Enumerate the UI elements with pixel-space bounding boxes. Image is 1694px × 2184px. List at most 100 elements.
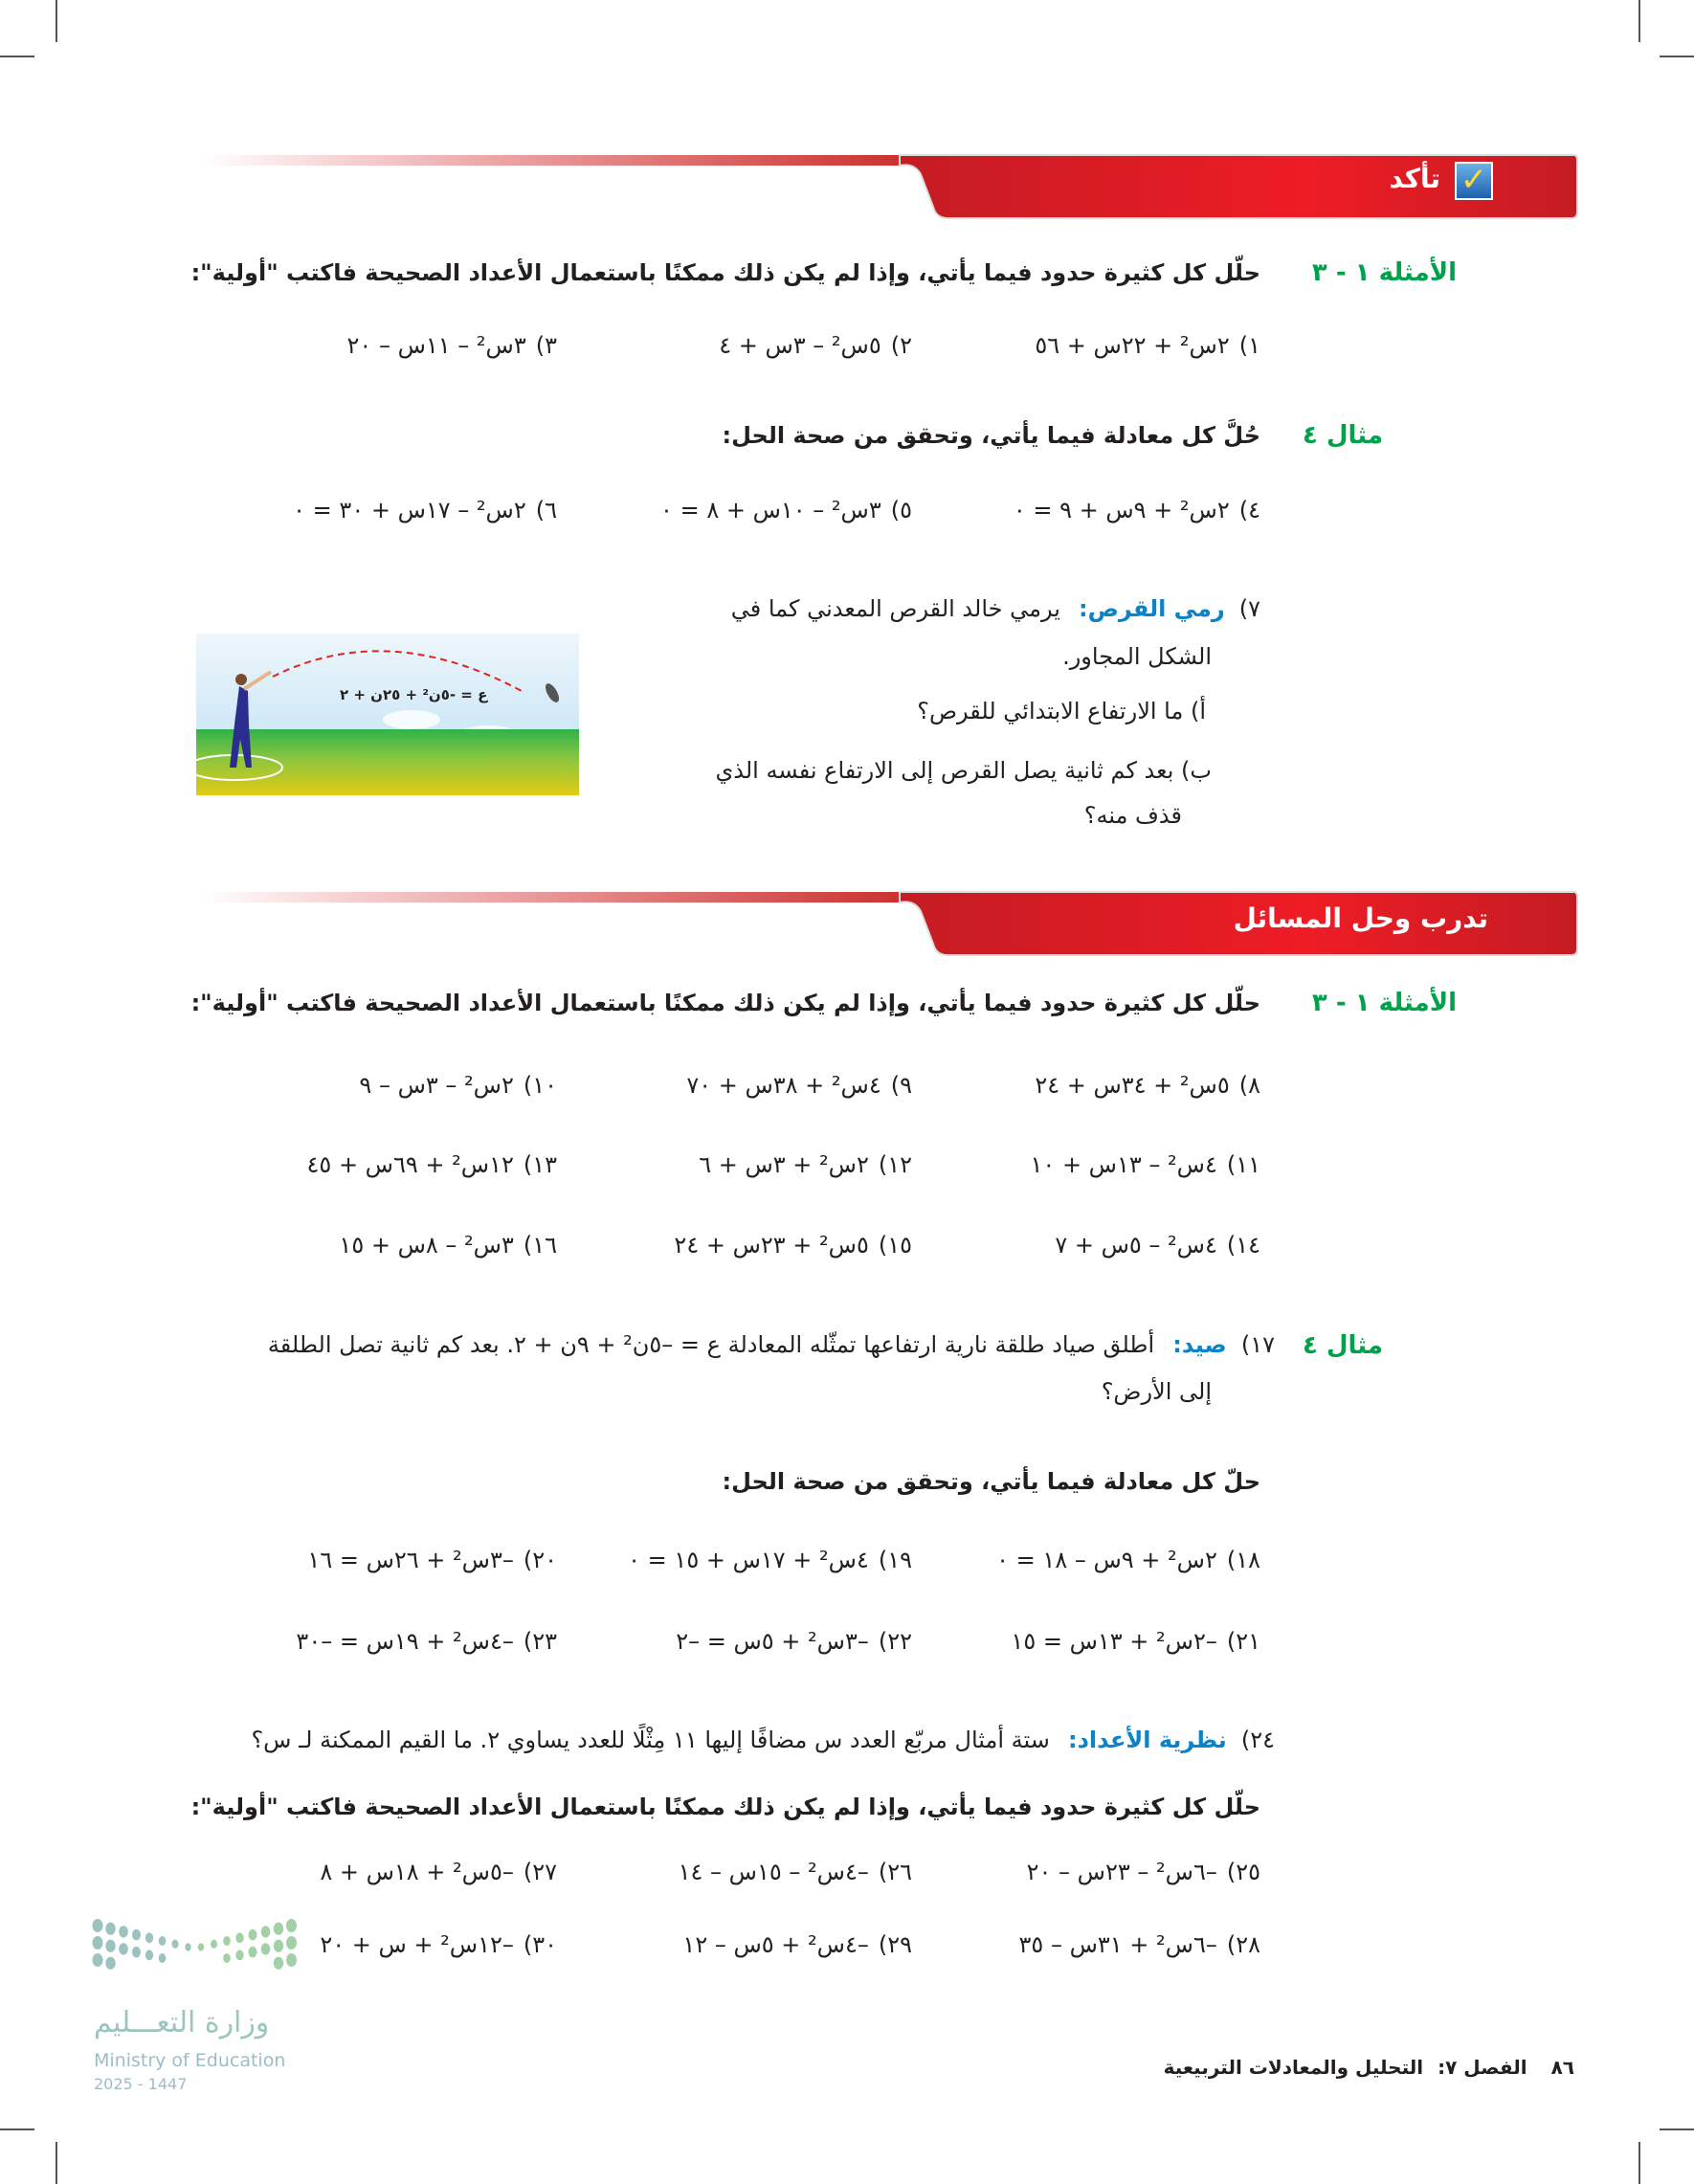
crop-mark: [56, 2142, 57, 2184]
section-header-band: [201, 154, 1578, 219]
logo-dot: [145, 1932, 154, 1944]
exercise-expression: ٢س² – ١٧س + ٣٠ = ٠: [293, 497, 526, 524]
problem-text: يرمي خالد القرص المعدني كما في: [730, 595, 1060, 622]
instruction: حلّ كل معادلة فيما يأتي، وتحقق من صحة ال…: [722, 1468, 1260, 1495]
exercise-row: ٤) ٢س² + ٩س + ٩ = ٠ ٥) ٣س² – ١٠س + ٨ = ٠ ٦) ٢…: [0, 497, 1694, 529]
logo-dot: [260, 1926, 271, 1938]
exercise-expression: ٣س² – ١٠س + ٨ = ٠: [660, 497, 881, 524]
logo-dot: [286, 1953, 297, 1967]
exercise-expression: ٣س² – ١١س – ٢٠: [346, 332, 526, 359]
figure-equation: ع = -٥ن² + ٢٥ن + ٢: [340, 686, 488, 703]
exercise-item: ٢١) –٢س² + ١٣س = ١٥: [1011, 1628, 1260, 1655]
crop-mark: [56, 0, 57, 42]
exercise-number: ٤): [1238, 497, 1260, 524]
problem-keyword: نظرية الأعداد:: [1068, 1727, 1227, 1753]
crop-mark: [1638, 2142, 1640, 2184]
ministry-logo-english: Ministry of Education: [94, 2050, 286, 2071]
exercise-number: ١٣): [523, 1151, 557, 1178]
ministry-logo-arabic: وزارة التعـــليم: [94, 2006, 270, 2039]
section-title-practice: تدرب وحل المسائل: [1233, 903, 1488, 934]
exercise-item: ١) ٢س² + ٢٢س + ٥٦: [1035, 332, 1260, 359]
exercise-row: ٢٨) –٦س² + ٣١س – ٣٥ ٢٩) –٤س² + ٥س – ١٢ ٣٠) –١…: [0, 1931, 1694, 1964]
problem-7: ٧) رمي القرص: يرمي خالد القرص المعدني كم…: [731, 595, 1260, 622]
exercise-expression: ٢س² – ٣س – ٩: [359, 1072, 514, 1099]
exercise-item: ٢٣) –٤س² + ١٩س = –٣٠: [296, 1628, 557, 1655]
problem-number: ٧): [1238, 595, 1260, 622]
problem-number: ٢٤): [1240, 1727, 1275, 1753]
exercise-item: ٣٠) –١٢س² + س + ٢٠: [320, 1931, 557, 1958]
exercise-item: ٢٨) –٦س² + ٣١س – ٣٥: [1019, 1931, 1260, 1958]
exercise-expression: ٣س² – ٨س + ١٥: [339, 1232, 514, 1259]
chapter-label: الفصل ٧:: [1438, 2056, 1527, 2079]
exercise-item: ١٠) ٢س² – ٣س – ٩: [359, 1072, 557, 1099]
logo-dot: [92, 1919, 103, 1932]
logo-dot: [92, 1936, 103, 1950]
exercise-number: ١٩): [878, 1547, 912, 1573]
exercise-expression: ٢س² + ٢٢س + ٥٦: [1035, 332, 1230, 359]
exercise-number: ٢٦): [878, 1859, 912, 1885]
check-icon: ✓: [1455, 162, 1493, 200]
section-header-band: [201, 891, 1578, 956]
logo-dot: [273, 1939, 284, 1952]
exercise-item: ١١) ٤س² – ١٣س + ١٠: [1031, 1151, 1260, 1178]
exercise-row: ١) ٢س² + ٢٢س + ٥٦ ٢) ٥س² – ٣س + ٤ ٣) ٣س² – ١١…: [0, 332, 1694, 365]
crop-mark: [1638, 0, 1640, 42]
logo-dot: [132, 1928, 141, 1941]
example-label: مثال ٤: [1303, 421, 1383, 450]
chapter-title: التحليل والمعادلات التربيعية: [1163, 2056, 1424, 2079]
discus-throw-figure: ع = -٥ن² + ٢٥ن + ٢: [196, 634, 579, 795]
logo-dot: [105, 1922, 116, 1935]
exercise-number: ٣): [535, 332, 557, 359]
logo-dot: [105, 1956, 116, 1970]
problem-text: ستة أمثال مربّع العدد س مضافًا إليها ١١ …: [251, 1727, 1050, 1753]
logo-dot: [185, 1943, 191, 1951]
crop-mark: [1660, 2128, 1694, 2130]
exercise-item: ٨) ٥س² + ٣٤س + ٢٤: [1035, 1072, 1260, 1099]
exercise-number: ١٨): [1226, 1547, 1260, 1573]
exercise-number: ٢٢): [878, 1628, 912, 1655]
logo-dot: [260, 1943, 271, 1955]
problem-keyword: صيد:: [1172, 1331, 1227, 1358]
examples-label: الأمثلة ١ - ٣: [1311, 989, 1457, 1017]
logo-dot: [119, 1943, 128, 1955]
problem-number: ١٧): [1240, 1331, 1275, 1358]
logo-dot: [273, 1956, 284, 1970]
problem-part-b: قذف منه؟: [1083, 802, 1182, 829]
crop-mark: [0, 2128, 34, 2130]
exercise-number: ٩): [890, 1072, 912, 1099]
problem-24: ٢٤) نظرية الأعداد: ستة أمثال مربّع العدد…: [251, 1727, 1275, 1753]
logo-dot: [158, 1953, 167, 1963]
problem-part-a: أ) ما الارتفاع الابتدائي للقرص؟: [917, 698, 1206, 724]
exercise-row: ٢١) –٢س² + ١٣س = ١٥ ٢٢) –٣س² + ٥س = –٢ ٢٣) –٤…: [0, 1628, 1694, 1660]
logo-dot: [105, 1939, 116, 1952]
exercise-expression: ٢س² + ٣س + ٦: [699, 1151, 869, 1178]
exercise-row: ٨) ٥س² + ٣٤س + ٢٤ ٩) ٤س² + ٣٨س + ٧٠ ١٠) ٢س² –…: [0, 1072, 1694, 1104]
examples-label: الأمثلة ١ - ٣: [1311, 258, 1457, 287]
exercise-number: ٢): [890, 332, 912, 359]
exercise-number: ٢٩): [878, 1931, 912, 1958]
problem-17: ١٧) صيد: أطلق صياد طلقة نارية ارتفاعها ت…: [268, 1331, 1275, 1358]
exercise-number: ٣٠): [523, 1931, 557, 1958]
exercise-item: ٢٥) –٦س² – ٢٣س – ٢٠: [1027, 1859, 1260, 1885]
exercise-item: ٥) ٣س² – ١٠س + ٨ = ٠: [660, 497, 912, 524]
exercise-number: ٦): [535, 497, 557, 524]
exercise-expression: ٥س² + ٣٤س + ٢٤: [1035, 1072, 1230, 1099]
exercise-item: ١٦) ٣س² – ٨س + ١٥: [339, 1232, 557, 1259]
exercise-number: ١٦): [523, 1232, 557, 1259]
exercise-item: ٩) ٤س² + ٣٨س + ٧٠: [686, 1072, 912, 1099]
exercise-expression: –٤س² + ٥س – ١٢: [682, 1931, 869, 1958]
exercise-row: ١٨) ٢س² + ٩س – ١٨ = ٠ ١٩) ٤س² + ١٧س + ١٥ = …: [0, 1547, 1694, 1579]
exercise-expression: ٤س² – ٥س + ٧: [1055, 1232, 1217, 1259]
example-label: مثال ٤: [1303, 1331, 1383, 1360]
logo-dot: [286, 1936, 297, 1950]
exercise-item: ١٥) ٥س² + ٢٣س + ٢٤: [674, 1232, 912, 1259]
exercise-number: ١٢): [878, 1151, 912, 1178]
exercise-item: ٤) ٢س² + ٩س + ٩ = ٠: [1014, 497, 1260, 524]
logo-dot: [132, 1946, 141, 1958]
exercise-expression: ٤س² – ١٣س + ١٠: [1030, 1151, 1217, 1178]
ministry-logo-year: 2025 - 1447: [94, 2075, 188, 2093]
logo-dot: [248, 1928, 257, 1941]
logo-dot: [223, 1936, 231, 1946]
logo-dot: [223, 1953, 231, 1963]
exercise-item: ٢٧) –٥س² + ١٨س + ٨: [320, 1859, 557, 1885]
